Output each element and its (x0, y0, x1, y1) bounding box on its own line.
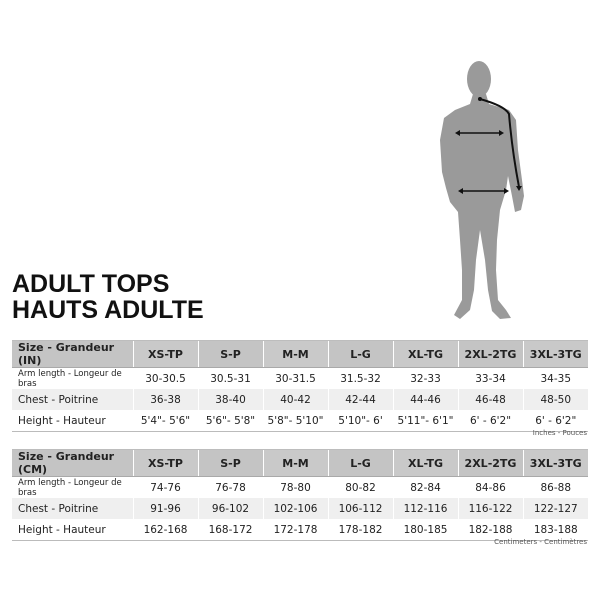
table-row: Height - Hauteur 5'4"- 5'6" 5'6"- 5'8" 5… (12, 410, 588, 432)
cell: 122-127 (522, 498, 588, 519)
page-title: ADULT TOPS (12, 270, 170, 298)
row-label: Arm length - Longeur de bras (18, 477, 122, 498)
table-row: Arm length - Longeur de bras 30-30.5 30.… (12, 367, 588, 389)
arm-length-line-icon (478, 97, 522, 191)
row-label: Height - Hauteur (12, 519, 133, 541)
cell: 106-112 (327, 498, 393, 519)
cell: 30-31.5 (262, 367, 328, 389)
cell: 32-33 (392, 367, 458, 389)
cell: 5'8"- 5'10" (262, 410, 328, 432)
cell: 172-178 (262, 519, 328, 541)
size-header: S-P (197, 449, 263, 477)
size-header: 2XL-2TG (457, 340, 523, 368)
hip-measure-arrow-icon (458, 188, 509, 194)
cell: 36-38 (132, 389, 198, 410)
table-row: Arm length - Longeur de bras 74-76 76-78… (12, 476, 588, 498)
size-table-inches: Size - Grandeur (IN) XS-TP S-P M-M L-G X… (12, 340, 588, 432)
cell: 42-44 (327, 389, 393, 410)
table-row: Height - Hauteur 162-168 168-172 172-178… (12, 519, 588, 541)
cell: 168-172 (197, 519, 263, 541)
cell: 178-182 (327, 519, 393, 541)
cell: 5'4"- 5'6" (132, 410, 198, 432)
chest-measure-arrow-icon (455, 130, 504, 136)
cell: 6' - 6'2" (457, 410, 523, 432)
table-header-row: Size - Grandeur (IN) XS-TP S-P M-M L-G X… (12, 340, 588, 368)
cell: 5'11"- 6'1" (392, 410, 458, 432)
cell: 78-80 (262, 476, 328, 498)
header-label: Size - Grandeur (IN) (12, 340, 133, 368)
cell: 162-168 (132, 519, 198, 541)
cell: 31.5-32 (327, 367, 393, 389)
cell: 86-88 (522, 476, 588, 498)
size-header: XL-TG (392, 340, 458, 368)
unit-note-inches: Inches - Pouces (532, 429, 587, 437)
size-header: XL-TG (392, 449, 458, 477)
cell: 38-40 (197, 389, 263, 410)
size-header: L-G (327, 340, 393, 368)
cell: 96-102 (197, 498, 263, 519)
cell: 182-188 (457, 519, 523, 541)
cell: 116-122 (457, 498, 523, 519)
cell: 5'10"- 6' (327, 410, 393, 432)
size-header: 2XL-2TG (457, 449, 523, 477)
size-header: XS-TP (132, 449, 198, 477)
silhouette-icon (440, 61, 524, 319)
cell: 44-46 (392, 389, 458, 410)
cell: 30-30.5 (132, 367, 198, 389)
cell: 183-188 (522, 519, 588, 541)
row-label: Chest - Poitrine (12, 498, 133, 519)
cell: 102-106 (262, 498, 328, 519)
table-row: Chest - Poitrine 91-96 96-102 102-106 10… (12, 498, 588, 519)
page-title-french: HAUTS ADULTE (12, 296, 204, 324)
size-header: 3XL-3TG (522, 340, 588, 368)
cell: 48-50 (522, 389, 588, 410)
cell: 112-116 (392, 498, 458, 519)
row-label: Arm length - Longeur de bras (18, 368, 122, 389)
cell: 91-96 (132, 498, 198, 519)
cell: 80-82 (327, 476, 393, 498)
table-header-row: Size - Grandeur (CM) XS-TP S-P M-M L-G X… (12, 449, 588, 477)
row-label: Chest - Poitrine (12, 389, 133, 410)
cell: 180-185 (392, 519, 458, 541)
size-header: XS-TP (132, 340, 198, 368)
cell: 82-84 (392, 476, 458, 498)
size-header: 3XL-3TG (522, 449, 588, 477)
cell: 5'6"- 5'8" (197, 410, 263, 432)
size-header: M-M (262, 340, 328, 368)
size-header: S-P (197, 340, 263, 368)
cell: 40-42 (262, 389, 328, 410)
cell: 30.5-31 (197, 367, 263, 389)
size-table-cm: Size - Grandeur (CM) XS-TP S-P M-M L-G X… (12, 449, 588, 541)
cell: 84-86 (457, 476, 523, 498)
size-header: M-M (262, 449, 328, 477)
size-header: L-G (327, 449, 393, 477)
cell: 33-34 (457, 367, 523, 389)
cell: 76-78 (197, 476, 263, 498)
cell: 46-48 (457, 389, 523, 410)
row-label: Height - Hauteur (12, 410, 133, 432)
cell: 34-35 (522, 367, 588, 389)
header-label: Size - Grandeur (CM) (12, 449, 133, 477)
unit-note-cm: Centimeters - Centimètres (494, 538, 587, 546)
table-row: Chest - Poitrine 36-38 38-40 40-42 42-44… (12, 389, 588, 410)
cell: 74-76 (132, 476, 198, 498)
cell: 6' - 6'2" (522, 410, 588, 432)
